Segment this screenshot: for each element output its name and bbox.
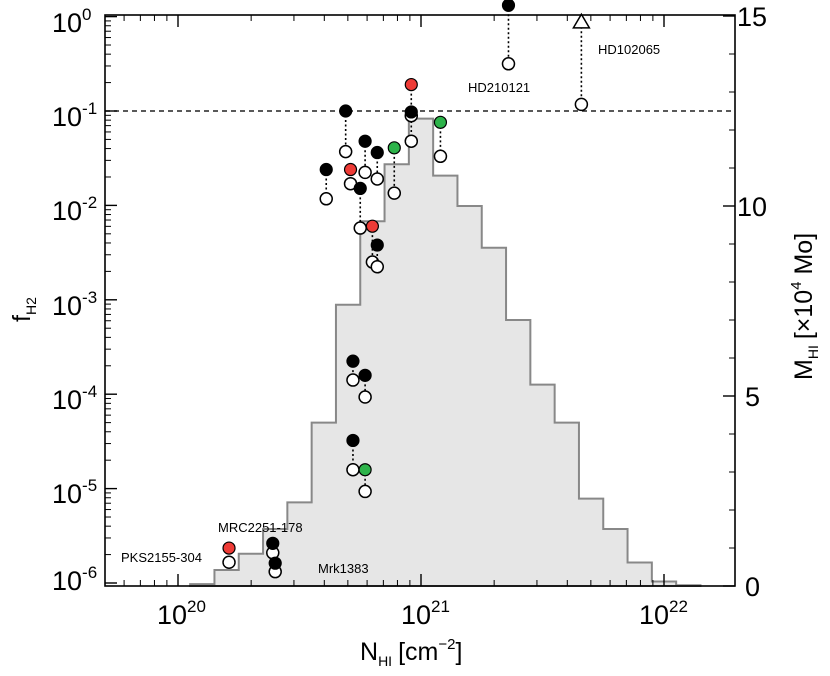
y-right-tick-label: 10 bbox=[737, 192, 767, 222]
point-fh2-black bbox=[346, 354, 360, 368]
y-tick-label: 10-6 bbox=[52, 563, 97, 596]
point-fh2-black bbox=[358, 368, 372, 382]
point-fh2-red bbox=[404, 77, 418, 92]
y-right-axis-title: MHI[×104 Mo] bbox=[788, 233, 821, 380]
point-fh2-black bbox=[319, 162, 333, 177]
hi-mass-histogram bbox=[189, 117, 702, 587]
point-lower-limit bbox=[574, 97, 589, 112]
point-lower-limit bbox=[370, 260, 385, 274]
point-lower-limit bbox=[358, 484, 372, 499]
point-fh2-black bbox=[268, 556, 282, 570]
point-fh2-green bbox=[433, 115, 448, 129]
point-lower-limit bbox=[433, 149, 448, 164]
point-lower-limit bbox=[338, 144, 353, 159]
annotation-hd102065: HD102065 bbox=[598, 42, 660, 57]
x-axis-title: NHI [cm−2] bbox=[360, 636, 462, 669]
point-fh2-black bbox=[358, 134, 372, 148]
point-fh2-red bbox=[222, 541, 236, 555]
point-lower-limit bbox=[370, 172, 385, 186]
point-fh2-black bbox=[266, 536, 280, 550]
y-tick-label: 10-3 bbox=[52, 288, 97, 321]
point-lower-limit bbox=[404, 134, 419, 148]
y-tick-label: 10-2 bbox=[52, 193, 97, 226]
y-tick-label: 10-1 bbox=[52, 99, 97, 132]
point-lower-limit bbox=[501, 57, 516, 71]
point-fh2-green bbox=[358, 463, 372, 477]
point-lower-limit bbox=[358, 390, 372, 404]
x-tick-label: 1020 bbox=[157, 597, 206, 630]
y-right-tick-label: 5 bbox=[745, 382, 760, 412]
point-fh2-black bbox=[501, 0, 516, 12]
point-lower-limit bbox=[222, 555, 236, 569]
point-fh2-black bbox=[346, 433, 360, 448]
point-fh2-red bbox=[343, 162, 358, 177]
point-lower-limit bbox=[346, 462, 360, 477]
annotation-mrc2251: MRC2251-178 bbox=[218, 520, 303, 535]
point-fh2-black bbox=[353, 181, 367, 196]
point-lower-limit bbox=[353, 221, 367, 235]
y-right-tick-label: 0 bbox=[745, 572, 760, 602]
data-points bbox=[222, 0, 591, 579]
point-fh2-red bbox=[365, 219, 379, 233]
point-lower-limit bbox=[319, 192, 333, 206]
point-fh2-black bbox=[370, 145, 384, 160]
axis-ticks bbox=[105, 15, 735, 587]
point-lower-limit bbox=[358, 165, 372, 180]
point-lower-limit bbox=[346, 373, 360, 387]
point-lower-limit bbox=[387, 186, 402, 200]
y-tick-label: 10-5 bbox=[52, 476, 97, 509]
y-left-axis-title: fH2 bbox=[8, 297, 39, 322]
x-tick-label: 1022 bbox=[639, 597, 688, 630]
point-upper-limit-triangle bbox=[572, 12, 591, 29]
y-tick-label: 100 bbox=[52, 5, 92, 38]
point-fh2-black bbox=[404, 105, 418, 119]
annotation-hd210121: HD210121 bbox=[468, 80, 530, 95]
y-left-tick-labels: 100 10-1 10-2 10-3 10-4 10-5 10-6 bbox=[52, 5, 97, 596]
point-fh2-black bbox=[370, 238, 384, 252]
plot-frame bbox=[104, 14, 736, 587]
x-tick-label: 1021 bbox=[401, 597, 450, 630]
annotation-mrk1383: Mrk1383 bbox=[318, 561, 369, 576]
histogram-area bbox=[189, 117, 702, 587]
point-fh2-black bbox=[339, 104, 353, 118]
annotation-pks2155: PKS2155-304 bbox=[121, 550, 202, 565]
point-fh2-green bbox=[387, 141, 401, 155]
x-tick-labels: 1020 1021 1022 bbox=[157, 597, 688, 630]
y-right-tick-label: 15 bbox=[737, 2, 767, 32]
y-tick-label: 10-4 bbox=[52, 382, 97, 415]
y-right-tick-labels: 0 5 10 15 bbox=[737, 2, 767, 602]
